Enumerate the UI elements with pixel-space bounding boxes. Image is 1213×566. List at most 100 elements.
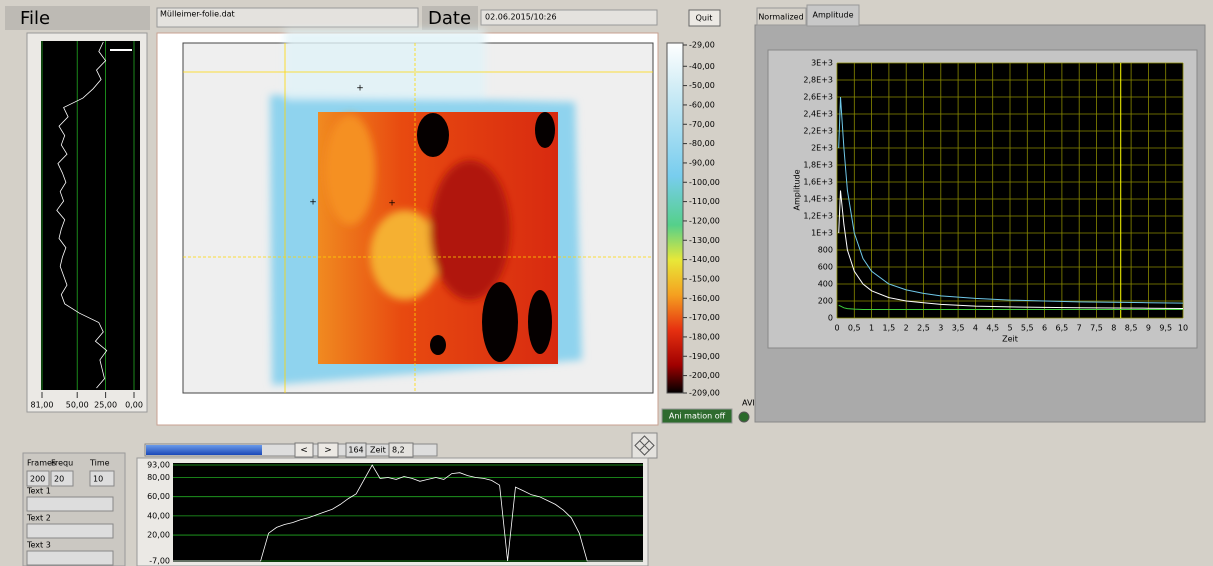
x-tick-label: 9	[1146, 324, 1151, 333]
marker: +	[309, 198, 317, 208]
ui: File Mülleimer-folie.dat Date 02.06.2015…	[0, 0, 1213, 566]
colorbar-label: -110,00	[689, 197, 720, 206]
x-tick-label: 7	[1077, 324, 1082, 333]
navigator-icon[interactable]	[632, 433, 657, 458]
y-tick-label: 3E+3	[811, 59, 833, 68]
x-tick-label: 8,5	[1125, 324, 1138, 333]
colorbar-label: -140,00	[689, 255, 720, 264]
x-axis-label: Zeit	[1002, 335, 1018, 344]
y-tick-label: 0	[828, 314, 833, 323]
x-tick-label: 9,5	[1159, 324, 1172, 333]
y-tick-label: 400	[818, 280, 833, 289]
colorbar-label: -190,00	[689, 352, 720, 361]
colorbar-label: -170,00	[689, 313, 720, 322]
y-tick-label: -7,00	[149, 557, 170, 566]
y-tick-label: 1E+3	[811, 229, 833, 238]
colorbar-label: -50,00	[689, 81, 715, 90]
avi-led	[739, 412, 749, 422]
x-tick-label: 5,5	[1021, 324, 1034, 333]
x-tick-label: 7,5	[1090, 324, 1103, 333]
page: {"header":{"file_label":"File","file_nam…	[0, 0, 1213, 566]
x-tick-label: 0	[834, 324, 839, 333]
colorbar-label: -209,00	[689, 389, 720, 398]
x-tick-label: 10	[1178, 324, 1188, 333]
x-tick-label: 5	[1007, 324, 1012, 333]
param-value: 200	[30, 475, 45, 484]
avi-label: AVI	[742, 399, 755, 408]
quit-label: Quit	[696, 14, 713, 23]
y-tick-label: 80,00	[147, 473, 170, 482]
animation-label: Ani mation off	[669, 412, 726, 421]
marker: +	[356, 84, 364, 94]
text-label: Text 1	[26, 487, 51, 496]
y-tick-label: 1,2E+3	[803, 212, 833, 221]
zeit-value: 8,2	[392, 446, 405, 455]
y-tick-label: 800	[818, 246, 833, 255]
tab-label: Amplitude	[813, 11, 854, 20]
colorbar-label: -70,00	[689, 120, 715, 129]
y-tick-label: 2,2E+3	[803, 127, 833, 136]
y-tick-label: 600	[818, 263, 833, 272]
prev-label: <	[300, 446, 308, 456]
x-tick-label: 1	[869, 324, 874, 333]
tab-label: Normalized	[758, 13, 803, 22]
x-tick-label: 6	[1042, 324, 1047, 333]
colorbar-label: -60,00	[689, 100, 715, 109]
zeit-label: Zeit	[370, 446, 386, 455]
slider-fill	[146, 445, 262, 455]
x-tick-label: 50,00	[66, 401, 89, 410]
date-value: 02.06.2015/10:26	[485, 13, 557, 22]
x-tick-label: 8	[1111, 324, 1116, 333]
x-tick-label: 3,5	[952, 324, 965, 333]
x-tick-label: 4,5	[986, 324, 999, 333]
x-tick-label: 6,5	[1056, 324, 1069, 333]
x-tick-label: 0,00	[125, 401, 143, 410]
x-tick-label: 1,5	[883, 324, 896, 333]
y-tick-label: 93,00	[147, 461, 170, 470]
colorbar-label: -200,00	[689, 371, 720, 380]
colorbar-label: -120,00	[689, 216, 720, 225]
y-tick-label: 2,8E+3	[803, 76, 833, 85]
param-value: 10	[93, 475, 103, 484]
y-axis-label: Amplitude	[793, 169, 802, 210]
colorbar-label: -150,00	[689, 274, 720, 283]
text-label: Text 3	[26, 541, 51, 550]
y-tick-label: 40,00	[147, 511, 170, 520]
x-tick-label: 2	[904, 324, 909, 333]
colorbar-label: -80,00	[689, 139, 715, 148]
colorbar-label: -40,00	[689, 62, 715, 71]
colorbar-label: -160,00	[689, 294, 720, 303]
x-tick-label: 3	[938, 324, 943, 333]
param-value: 20	[54, 475, 64, 484]
y-tick-label: 1,8E+3	[803, 161, 833, 170]
y-tick-label: 2,4E+3	[803, 110, 833, 119]
colorbar	[667, 43, 683, 393]
y-tick-label: 60,00	[147, 492, 170, 501]
text-label: Text 2	[26, 514, 51, 523]
y-tick-label: 200	[818, 297, 833, 306]
frame-value: 164	[348, 446, 363, 455]
text-field[interactable]	[27, 497, 113, 511]
colorbar-label: -29,00	[689, 41, 715, 50]
colorbar-label: -180,00	[689, 332, 720, 341]
left-profile-plot	[41, 41, 140, 390]
next-label: >	[324, 446, 332, 456]
text-field[interactable]	[27, 524, 113, 538]
x-tick-label: 2,5	[917, 324, 930, 333]
text-field[interactable]	[27, 551, 113, 565]
x-tick-label: 81,00	[31, 401, 54, 410]
y-tick-label: 20,00	[147, 531, 170, 540]
marker: +	[388, 199, 396, 209]
file-label: File	[20, 8, 50, 29]
y-tick-label: 2E+3	[811, 144, 833, 153]
file-name: Mülleimer-folie.dat	[160, 10, 235, 19]
y-tick-label: 1,6E+3	[803, 178, 833, 187]
x-tick-label: 0,5	[848, 324, 861, 333]
x-tick-label: 25,00	[94, 401, 117, 410]
y-tick-label: 1,4E+3	[803, 195, 833, 204]
colorbar-label: -130,00	[689, 236, 720, 245]
colorbar-label: -90,00	[689, 158, 715, 167]
x-tick-label: 4	[973, 324, 978, 333]
param-header: Time	[89, 459, 110, 468]
date-label: Date	[428, 8, 471, 29]
